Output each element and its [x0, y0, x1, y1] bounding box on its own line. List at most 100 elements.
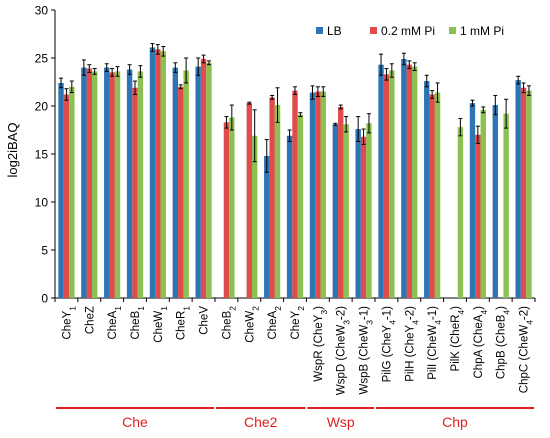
bar — [475, 134, 481, 298]
y-tick-label: 10 — [35, 196, 49, 210]
bar — [155, 49, 161, 298]
bar — [86, 68, 92, 298]
bar — [343, 124, 349, 299]
bar — [526, 90, 532, 298]
bar — [520, 87, 527, 298]
x-tick-label: ChpA (CheA4) — [473, 306, 489, 379]
bar — [355, 129, 361, 298]
bar — [515, 80, 521, 298]
group-brackets: Che Che2 Wsp Chp — [56, 407, 534, 430]
x-tick-label: CheA1 — [107, 306, 123, 340]
error-bars — [59, 43, 531, 173]
bar — [401, 58, 407, 299]
bar — [126, 69, 133, 299]
group-label: Chp — [442, 414, 468, 430]
x-tick-label: CheB1 — [130, 306, 146, 340]
group-label: Che — [122, 414, 148, 430]
bar — [195, 66, 201, 298]
bar — [172, 67, 179, 298]
group-label: Che2 — [244, 414, 278, 430]
bar — [292, 90, 298, 298]
bar — [469, 103, 476, 299]
x-tick-label: CheY2 — [290, 306, 306, 340]
y-tick-label: 20 — [35, 100, 49, 114]
legend-label: 0.2 mM Pi — [381, 24, 435, 38]
bar — [424, 81, 430, 298]
y-tick-label: 15 — [35, 148, 49, 162]
bar — [286, 135, 293, 298]
bar — [338, 106, 344, 299]
bar — [366, 123, 372, 298]
x-tick-label: CheY1 — [61, 306, 77, 340]
bar — [63, 94, 70, 298]
x-tick-label: PilH (CheY4-2) — [404, 306, 420, 382]
bar — [200, 58, 207, 299]
bar — [309, 92, 316, 298]
bar — [480, 109, 486, 298]
bar — [378, 64, 384, 298]
bar — [132, 87, 138, 298]
bar — [406, 64, 412, 298]
bar — [109, 72, 115, 299]
x-tick-label: CheA2 — [267, 306, 283, 340]
bar — [251, 135, 258, 298]
bar — [114, 71, 121, 298]
bar-series — [58, 47, 532, 299]
x-tick-label: WspR (CheY3) — [313, 306, 329, 382]
group-label: Wsp — [327, 414, 355, 430]
legend-swatch — [316, 27, 323, 34]
y-tick-label: 30 — [35, 4, 49, 18]
y-axis: 0 5 10 15 20 25 30 — [35, 4, 56, 306]
x-tick-label: WspB (CheW3-1) — [359, 306, 375, 395]
bar — [457, 127, 464, 299]
bar — [104, 67, 110, 298]
bar — [360, 136, 367, 298]
bar — [91, 71, 98, 298]
legend-label: LB — [327, 24, 342, 38]
bar — [160, 51, 166, 298]
bar — [223, 122, 230, 298]
bar — [264, 155, 270, 298]
bar — [297, 114, 304, 298]
y-tick-label: 5 — [41, 244, 48, 258]
x-tick-label: CheW2 — [244, 306, 260, 343]
bar — [320, 91, 326, 298]
y-axis-label: log2iBAQ — [5, 123, 20, 178]
bar — [246, 103, 252, 299]
x-tick-label: WspD (CheW3-2) — [336, 306, 352, 395]
x-tick-label: PilK (CheR4) — [450, 306, 466, 372]
bar — [149, 47, 156, 298]
legend: LB 0.2 mM Pi 1 mM Pi — [316, 24, 504, 38]
bar — [389, 70, 395, 298]
x-tick-labels: CheY1 CheZ CheA1 CheB1 CheW1 CheR1 CheV CheB2 Ch… — [61, 306, 534, 395]
legend-swatch — [370, 27, 377, 34]
legend-swatch — [449, 27, 456, 34]
bar — [383, 74, 390, 298]
bar — [274, 105, 281, 298]
bar — [69, 86, 75, 298]
bar — [332, 124, 339, 299]
x-tick-label: CheZ — [84, 306, 96, 334]
bar — [315, 91, 321, 298]
bar — [58, 82, 64, 299]
bar — [137, 71, 144, 298]
x-tick-label: PilI (CheW4-1) — [427, 306, 443, 380]
bar — [183, 70, 189, 298]
y-tick-label: 0 — [41, 292, 48, 306]
x-tick-label: CheV — [199, 306, 211, 335]
x-tick-label: CheB2 — [221, 306, 237, 340]
bar — [492, 105, 499, 298]
legend-label: 1 mM Pi — [460, 24, 504, 38]
bar — [434, 92, 441, 298]
x-tick-label: PilG (CheY4-1) — [381, 306, 397, 382]
bar — [81, 67, 87, 298]
bar — [178, 86, 184, 298]
x-tick-label: ChpC (CheW4-2) — [519, 306, 535, 393]
x-tick-label: CheW1 — [153, 306, 169, 343]
x-axis — [54, 297, 536, 302]
bar — [229, 117, 235, 299]
x-tick-label: CheR1 — [176, 306, 192, 340]
y-tick-label: 25 — [35, 52, 49, 66]
x-tick-label: ChpB (CheB4) — [496, 306, 512, 379]
